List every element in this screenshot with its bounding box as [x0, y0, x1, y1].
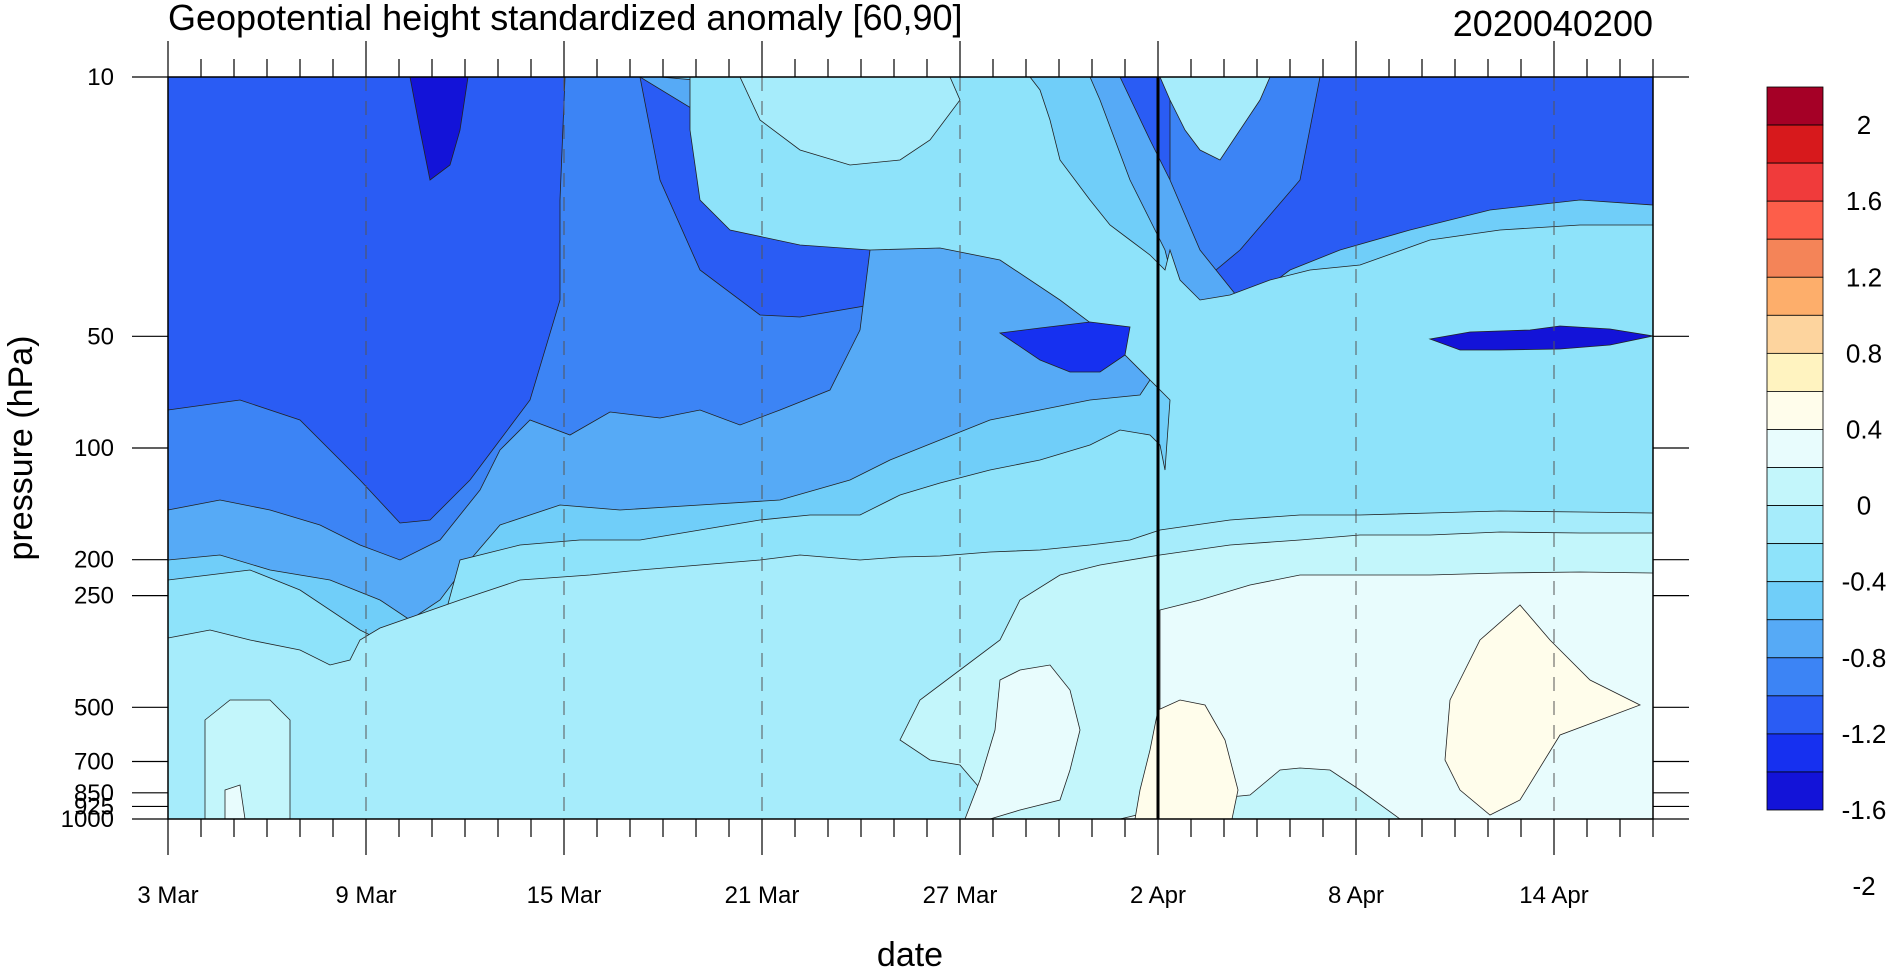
colorbar-label: -2 — [1852, 871, 1875, 901]
colorbar-swatch — [1766, 162, 1824, 202]
colorbar-swatch — [1766, 505, 1824, 545]
colorbar-swatch — [1766, 733, 1824, 773]
colorbar-swatch — [1766, 657, 1824, 697]
y-tick-label: 700 — [74, 749, 114, 776]
colorbar-label: -1.2 — [1842, 719, 1887, 749]
colorbar-label: 0.8 — [1846, 338, 1882, 368]
colorbar: 2 1.6 1.2 0.8 0.4 0 -0.4 -0.8 -1.2 -1.6 -2 — [1766, 86, 1887, 901]
colorbar-swatch — [1766, 543, 1824, 583]
colorbar-swatch — [1766, 86, 1824, 126]
y-tick-label: 10 — [87, 64, 114, 91]
colorbar-swatch — [1766, 581, 1824, 621]
colorbar-label: 0.4 — [1846, 414, 1882, 444]
contour-region-m04-west — [224, 784, 246, 819]
x-tick-label: 27 Mar — [923, 882, 998, 909]
x-tick-label: 14 Apr — [1519, 882, 1588, 909]
colorbar-swatch — [1766, 124, 1824, 164]
colorbar-label: -0.4 — [1842, 567, 1887, 597]
x-tick-label: 2 Apr — [1130, 882, 1186, 909]
contour-region-lt-m2 — [409, 77, 469, 181]
colorbar-swatch — [1766, 429, 1824, 468]
contour-region-m08 — [739, 77, 961, 166]
colorbar-swatch — [1766, 619, 1824, 659]
colorbar-swatch — [1766, 695, 1824, 735]
colorbar-label: 2 — [1857, 110, 1871, 140]
x-axis-title: date — [877, 936, 943, 969]
colorbar-label: -1.6 — [1842, 795, 1887, 825]
y-tick-label: 50 — [87, 323, 114, 350]
contour-region-lt-m2-east — [1428, 325, 1653, 351]
y-tick-label: 200 — [74, 547, 114, 574]
colorbar-swatch — [1766, 391, 1824, 430]
contour-region-m2-center — [998, 321, 1131, 373]
colorbar-label: 0 — [1857, 491, 1871, 521]
grid-lines — [365, 77, 1555, 819]
chart-title: Geopotential height standardized anomaly… — [168, 0, 963, 38]
colorbar-swatch — [1766, 200, 1824, 240]
colorbar-swatch — [1766, 276, 1824, 316]
contour-region-m08-east — [1159, 77, 1271, 161]
contour-region-m04-mid — [964, 664, 1081, 819]
y-axis-title: pressure (hPa) — [2, 336, 40, 561]
y-tick-label: 1000 — [61, 806, 114, 833]
x-tick-label: 15 Mar — [527, 882, 602, 909]
x-tick-label: 8 Apr — [1328, 882, 1384, 909]
colorbar-swatch — [1766, 314, 1824, 354]
colorbar-label: 1.6 — [1846, 186, 1882, 216]
colorbar-swatch — [1766, 771, 1824, 811]
colorbar-label: 1.2 — [1846, 262, 1882, 292]
colorbar-label: -0.8 — [1842, 643, 1887, 673]
y-tick-label: 500 — [74, 694, 114, 721]
contour-region-m02-mid — [1134, 699, 1239, 819]
x-tick-label: 3 Mar — [137, 882, 198, 909]
date-stamp: 2020040200 — [1453, 3, 1653, 44]
colorbar-swatch — [1766, 467, 1824, 506]
x-axis: 3 Mar 9 Mar 15 Mar 21 Mar 27 Mar 2 Apr 8 Apr 14… — [137, 41, 1654, 909]
y-tick-label: 925 — [74, 793, 114, 820]
x-tick-label: 9 Mar — [335, 882, 396, 909]
y-tick-label: 250 — [74, 583, 114, 610]
x-tick-label: 21 Mar — [725, 882, 800, 909]
contour-field — [168, 77, 1653, 819]
colorbar-swatch — [1766, 352, 1824, 392]
contour-region-m02 — [1444, 604, 1641, 816]
y-tick-label: 100 — [74, 435, 114, 462]
contour-region-m06-west — [204, 699, 291, 819]
colorbar-swatch — [1766, 238, 1824, 278]
y-tick-label: 850 — [74, 780, 114, 807]
